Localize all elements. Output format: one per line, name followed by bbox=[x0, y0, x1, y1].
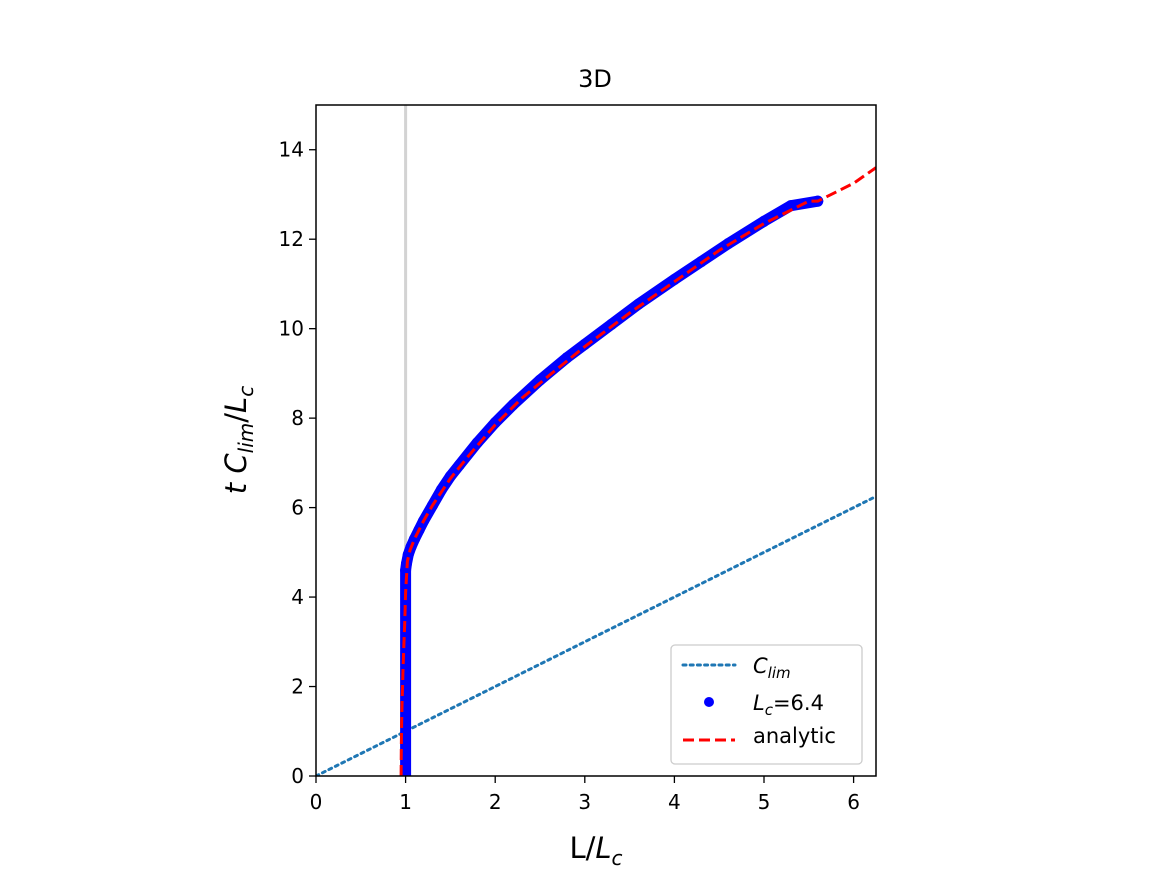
legend: Clim Lc=6.4 analytic bbox=[670, 644, 863, 765]
y-tick-label: 8 bbox=[291, 406, 304, 430]
y-axis-label-var2: L bbox=[219, 397, 253, 413]
x-axis-ticks: 0 1 2 3 4 5 6 bbox=[310, 776, 860, 814]
legend-label-analytic: analytic bbox=[753, 724, 836, 748]
series-lc-point bbox=[400, 770, 412, 776]
y-axis-label-sub2: c bbox=[234, 386, 258, 397]
series-analytic-line bbox=[399, 166, 876, 776]
series-lc-point bbox=[785, 200, 797, 212]
y-tick-label: 10 bbox=[279, 317, 304, 341]
y-tick-label: 14 bbox=[279, 138, 304, 162]
legend-box bbox=[670, 644, 863, 765]
legend-label-lc-var: L bbox=[753, 691, 765, 715]
y-axis-label-var1: C bbox=[219, 453, 253, 474]
y-tick-label: 0 bbox=[291, 764, 304, 788]
legend-label-lc: Lc=6.4 bbox=[753, 691, 824, 719]
x-axis-label-base: L/ bbox=[569, 831, 595, 865]
series-lc-point bbox=[471, 437, 483, 449]
chart-title: 3D bbox=[578, 65, 612, 93]
series-lc-point bbox=[668, 273, 680, 285]
legend-label-lc-sub: c bbox=[765, 701, 774, 719]
legend-label-lc-rest: =6.4 bbox=[773, 691, 824, 715]
x-axis-label: L/Lc bbox=[569, 831, 622, 870]
y-tick-label: 6 bbox=[291, 496, 304, 520]
plot-area bbox=[316, 105, 876, 776]
x-axis-label-var: L bbox=[595, 831, 611, 865]
legend-label-clim-sub: lim bbox=[768, 664, 791, 682]
y-axis-ticks: 0 2 4 6 8 10 12 14 bbox=[279, 138, 316, 788]
y-axis-label-pre: t bbox=[219, 474, 253, 495]
series-lc-point bbox=[579, 338, 591, 350]
x-axis-label-sub: c bbox=[612, 846, 623, 870]
y-axis-label: t Clim/Lc bbox=[219, 386, 258, 494]
legend-swatch-lc bbox=[704, 697, 714, 707]
series-layer bbox=[316, 166, 876, 776]
x-tick-label: 2 bbox=[489, 790, 502, 814]
y-axis-label-sub1: lim bbox=[234, 423, 258, 454]
legend-label-analytic-rest: analytic bbox=[753, 724, 836, 748]
legend-label-clim-var: C bbox=[753, 654, 768, 678]
y-tick-label: 4 bbox=[291, 585, 304, 609]
y-tick-label: 2 bbox=[291, 675, 304, 699]
y-axis-label-mid: / bbox=[219, 413, 253, 423]
series-lc-point bbox=[489, 417, 501, 429]
series-lc-point bbox=[561, 352, 573, 364]
x-tick-label: 4 bbox=[668, 790, 681, 814]
series-lc-point bbox=[534, 374, 546, 386]
x-tick-label: 1 bbox=[399, 790, 412, 814]
x-tick-label: 5 bbox=[758, 790, 771, 814]
x-tick-label: 3 bbox=[578, 790, 591, 814]
y-tick-label: 12 bbox=[279, 227, 304, 251]
x-tick-label: 6 bbox=[847, 790, 860, 814]
x-tick-label: 0 bbox=[310, 790, 323, 814]
legend-label-clim: Clim bbox=[753, 654, 791, 682]
series-lc-point bbox=[507, 399, 519, 411]
axes-frame bbox=[315, 104, 877, 777]
series-lc-point bbox=[633, 298, 645, 310]
